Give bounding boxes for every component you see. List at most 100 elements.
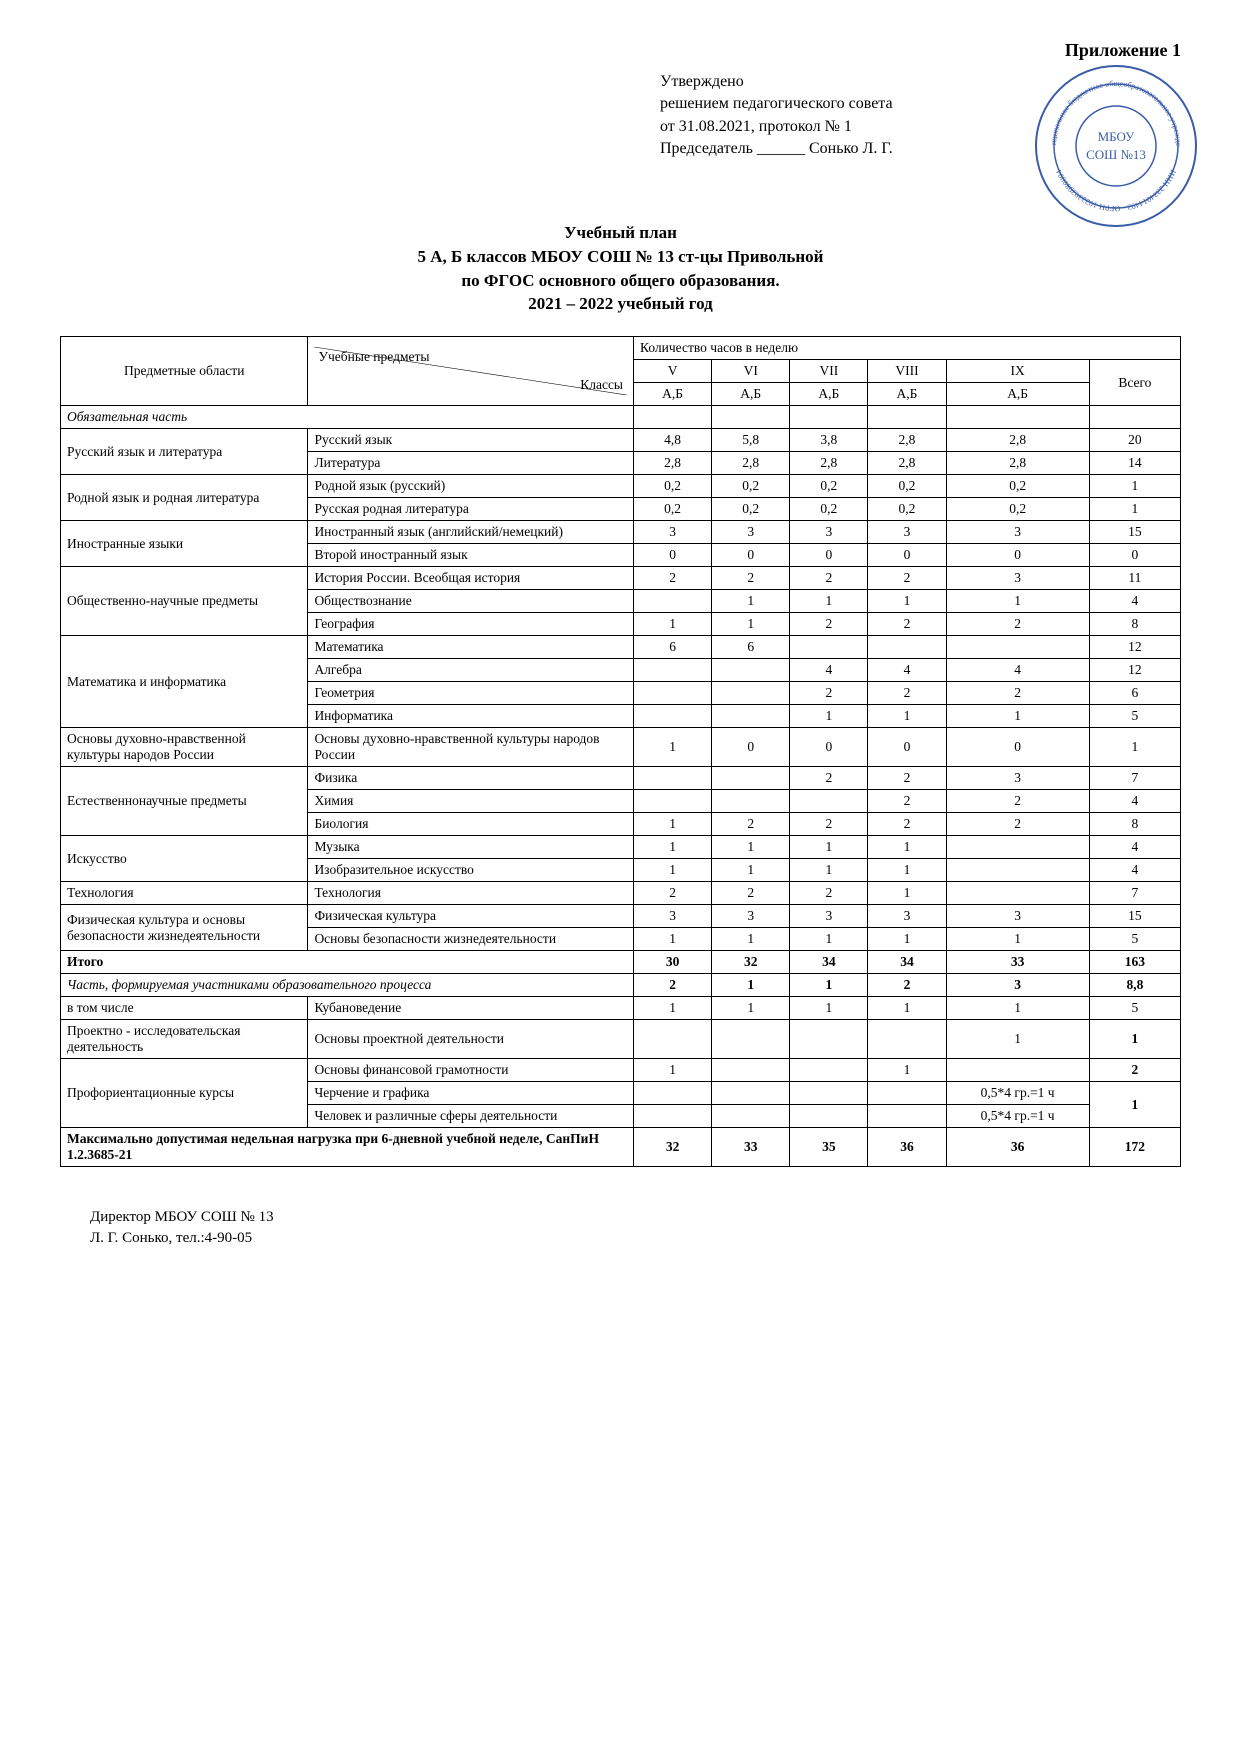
subject-cell: Алгебра — [308, 659, 634, 682]
value-cell: 1 — [1089, 1082, 1180, 1128]
table-row: Проектно - исследовательская деятельност… — [61, 1020, 1181, 1059]
value-cell: 2 — [868, 813, 946, 836]
header-grade: V — [634, 360, 712, 383]
value-cell: 6 — [1089, 682, 1180, 705]
value-cell — [712, 1059, 790, 1082]
value-cell: 4 — [1089, 859, 1180, 882]
value-cell: 1 — [1089, 728, 1180, 767]
value-cell: 0 — [712, 544, 790, 567]
empty — [634, 406, 712, 429]
value-cell — [634, 682, 712, 705]
header-subjects: Учебные предметы Классы — [308, 337, 634, 406]
value-cell: 15 — [1089, 905, 1180, 928]
value-cell: 3 — [946, 567, 1089, 590]
variable-value: 1 — [712, 974, 790, 997]
header-grade: VII — [790, 360, 868, 383]
value-cell: 1 — [634, 728, 712, 767]
value-cell: 0 — [868, 544, 946, 567]
value-cell: 1 — [790, 590, 868, 613]
value-cell — [634, 1020, 712, 1059]
value-cell: 2,8 — [946, 429, 1089, 452]
value-cell — [946, 636, 1089, 659]
itogo-label: Итого — [61, 951, 634, 974]
value-cell — [868, 1020, 946, 1059]
subject-cell: Основы духовно-нравственной культуры нар… — [308, 728, 634, 767]
value-cell: 2 — [868, 613, 946, 636]
value-cell: 2 — [868, 682, 946, 705]
table-row: Физическая культура и основы безопасност… — [61, 905, 1181, 928]
value-cell: 1 — [1089, 475, 1180, 498]
table-row: Максимально допустимая недельная нагрузк… — [61, 1128, 1181, 1167]
variable-value: 1 — [790, 974, 868, 997]
value-cell: 2 — [712, 813, 790, 836]
itogo-value: 33 — [946, 951, 1089, 974]
value-cell: 2 — [634, 567, 712, 590]
subject-cell: География — [308, 613, 634, 636]
subject-cell: Информатика — [308, 705, 634, 728]
value-cell: 15 — [1089, 521, 1180, 544]
table-row: Математика и информатикаМатематика6612 — [61, 636, 1181, 659]
value-cell: 1 — [790, 836, 868, 859]
value-cell: 1 — [712, 859, 790, 882]
subject-cell: Родной язык (русский) — [308, 475, 634, 498]
value-cell: 2 — [868, 567, 946, 590]
value-cell: 1 — [946, 997, 1089, 1020]
value-cell: 0,2 — [712, 498, 790, 521]
appendix-label: Приложение 1 — [60, 40, 1181, 61]
section-variable: Часть, формируемая участниками образоват… — [61, 974, 634, 997]
area-cell: Искусство — [61, 836, 308, 882]
area-cell: в том числе — [61, 997, 308, 1020]
value-cell: 1 — [634, 613, 712, 636]
variable-value: 8,8 — [1089, 974, 1180, 997]
area-cell: Естественнонаучные предметы — [61, 767, 308, 836]
max-value: 36 — [868, 1128, 946, 1167]
value-cell — [634, 659, 712, 682]
value-cell — [790, 1082, 868, 1105]
value-cell: 3 — [712, 521, 790, 544]
value-cell: 0,2 — [790, 475, 868, 498]
area-cell: Общественно-научные предметы — [61, 567, 308, 636]
subject-cell: Изобразительное искусство — [308, 859, 634, 882]
value-cell: 1 — [712, 997, 790, 1020]
subject-cell: Русский язык — [308, 429, 634, 452]
value-cell: 1 — [1089, 1020, 1180, 1059]
subject-cell: Технология — [308, 882, 634, 905]
header-grade: VI — [712, 360, 790, 383]
value-cell: 0 — [946, 544, 1089, 567]
value-cell: 1 — [712, 836, 790, 859]
variable-value: 2 — [868, 974, 946, 997]
title-block: Учебный план 5 А, Б классов МБОУ СОШ № 1… — [60, 221, 1181, 316]
subject-cell: Второй иностранный язык — [308, 544, 634, 567]
value-cell: 0,2 — [868, 498, 946, 521]
value-cell — [634, 1082, 712, 1105]
value-cell: 0,2 — [634, 498, 712, 521]
svg-text:ИНН 2334014493 · ОГРН 10223039: ИНН 2334014493 · ОГРН 1022303980004 — [1054, 168, 1177, 213]
variable-value: 3 — [946, 974, 1089, 997]
header-grade: IX — [946, 360, 1089, 383]
value-cell: 4 — [1089, 590, 1180, 613]
value-cell: 5 — [1089, 928, 1180, 951]
empty — [790, 406, 868, 429]
value-cell — [790, 1105, 868, 1128]
value-cell: 4,8 — [634, 429, 712, 452]
approval-line: решением педагогического совета — [660, 93, 1181, 115]
area-cell: Профориентационные курсы — [61, 1059, 308, 1128]
value-cell: 2 — [868, 767, 946, 790]
value-cell: 5 — [1089, 705, 1180, 728]
value-cell: 2 — [790, 882, 868, 905]
value-cell — [868, 1105, 946, 1128]
value-cell: 1 — [634, 928, 712, 951]
value-cell: 1 — [634, 997, 712, 1020]
value-cell: 4 — [790, 659, 868, 682]
title-line: 2021 – 2022 учебный год — [60, 292, 1181, 316]
empty — [712, 406, 790, 429]
table-row: Иностранные языкиИностранный язык (англи… — [61, 521, 1181, 544]
value-cell — [868, 1082, 946, 1105]
value-cell: 1 — [790, 705, 868, 728]
value-cell: 3 — [790, 521, 868, 544]
value-cell — [946, 836, 1089, 859]
subject-cell: Физика — [308, 767, 634, 790]
table-row: Естественнонаучные предметыФизика2237 — [61, 767, 1181, 790]
value-cell: 0 — [868, 728, 946, 767]
max-value: 33 — [712, 1128, 790, 1167]
